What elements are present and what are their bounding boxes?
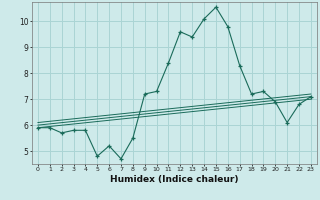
X-axis label: Humidex (Indice chaleur): Humidex (Indice chaleur) — [110, 175, 239, 184]
